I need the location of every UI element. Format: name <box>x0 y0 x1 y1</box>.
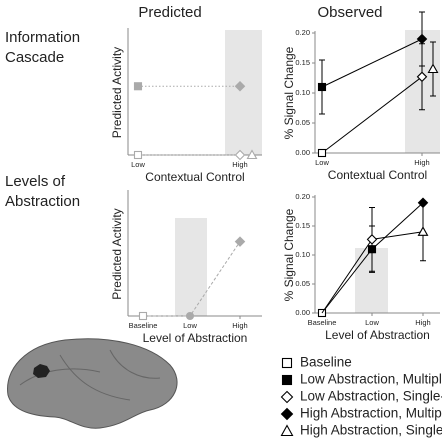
row-title: Abstraction <box>5 193 80 210</box>
x-axis-label: Level of Abstraction <box>143 331 248 345</box>
highlight-region <box>175 218 207 316</box>
brain-illustration <box>7 338 178 429</box>
legend-label: Baseline <box>300 355 352 370</box>
marker-triangle <box>427 63 439 74</box>
x-axis-label: Contextual Control <box>145 170 244 184</box>
marker-diamond <box>280 407 294 421</box>
x-tick-label: Low <box>365 318 379 327</box>
marker-diamond <box>416 71 428 83</box>
marker-square <box>133 82 143 91</box>
y-axis-label: % Signal Change <box>282 208 296 301</box>
marker-diamond <box>234 236 246 247</box>
marker-diamond <box>234 80 246 92</box>
highlight-region <box>225 30 262 155</box>
marker-square <box>281 374 293 386</box>
column-title: Predicted <box>138 4 201 21</box>
series-line <box>321 76 423 154</box>
y-axis-label: % Signal Change <box>282 46 296 139</box>
row-title: Cascade <box>5 49 64 66</box>
series-line <box>321 38 423 88</box>
y-tick-label: 0.00 <box>295 148 310 157</box>
row-title: Information <box>5 29 80 46</box>
marker-triangle <box>280 424 294 437</box>
y-axis-label: Predicted Activity <box>110 47 124 138</box>
x-tick-label: Low <box>131 160 145 169</box>
y-axis-label: Predicted Activity <box>110 208 124 299</box>
x-axis-label: Level of Abstraction <box>325 328 430 342</box>
marker-circle <box>185 311 195 321</box>
legend-label: High Abstraction, Single-trial <box>300 423 442 438</box>
x-tick-label: High <box>414 158 429 167</box>
marker-diamond <box>280 390 294 404</box>
y-tick-label: 0.10 <box>295 250 310 259</box>
marker-diamond <box>366 234 378 245</box>
marker-triangle <box>417 226 429 236</box>
y-tick-label: 0.10 <box>295 88 310 97</box>
y-tick-label: 0.00 <box>295 308 310 317</box>
x-tick-label: High <box>415 318 430 327</box>
x-tick-label: Baseline <box>129 321 158 330</box>
column-title: Observed <box>317 4 382 21</box>
y-tick-label: 0.05 <box>295 118 310 127</box>
y-tick-label: 0.15 <box>295 221 310 230</box>
marker-square <box>133 150 143 160</box>
marker-square <box>281 357 293 369</box>
x-axis-label: Contextual Control <box>328 168 427 182</box>
marker-triangle <box>246 149 258 160</box>
y-tick-label: 0.20 <box>295 28 310 37</box>
legend-label: Low Abstraction, Single-trial <box>300 389 442 404</box>
x-tick-label: High <box>232 160 247 169</box>
x-tick-label: High <box>232 321 247 330</box>
x-tick-label: Low <box>183 321 197 330</box>
y-tick-label: 0.15 <box>295 58 310 67</box>
legend-label: Low Abstraction, Multiple-trial <box>300 372 442 387</box>
marker-square <box>138 311 148 321</box>
marker-square <box>317 82 327 92</box>
marker-square <box>317 148 327 158</box>
row-title: Levels of <box>5 173 66 190</box>
legend-label: High Abstraction, Multiple-trial <box>300 406 442 421</box>
marker-diamond <box>234 149 246 161</box>
y-tick-label: 0.20 <box>295 192 310 201</box>
x-tick-label: Baseline <box>308 318 337 327</box>
x-tick-label: Low <box>315 158 329 167</box>
y-tick-label: 0.05 <box>295 279 310 288</box>
